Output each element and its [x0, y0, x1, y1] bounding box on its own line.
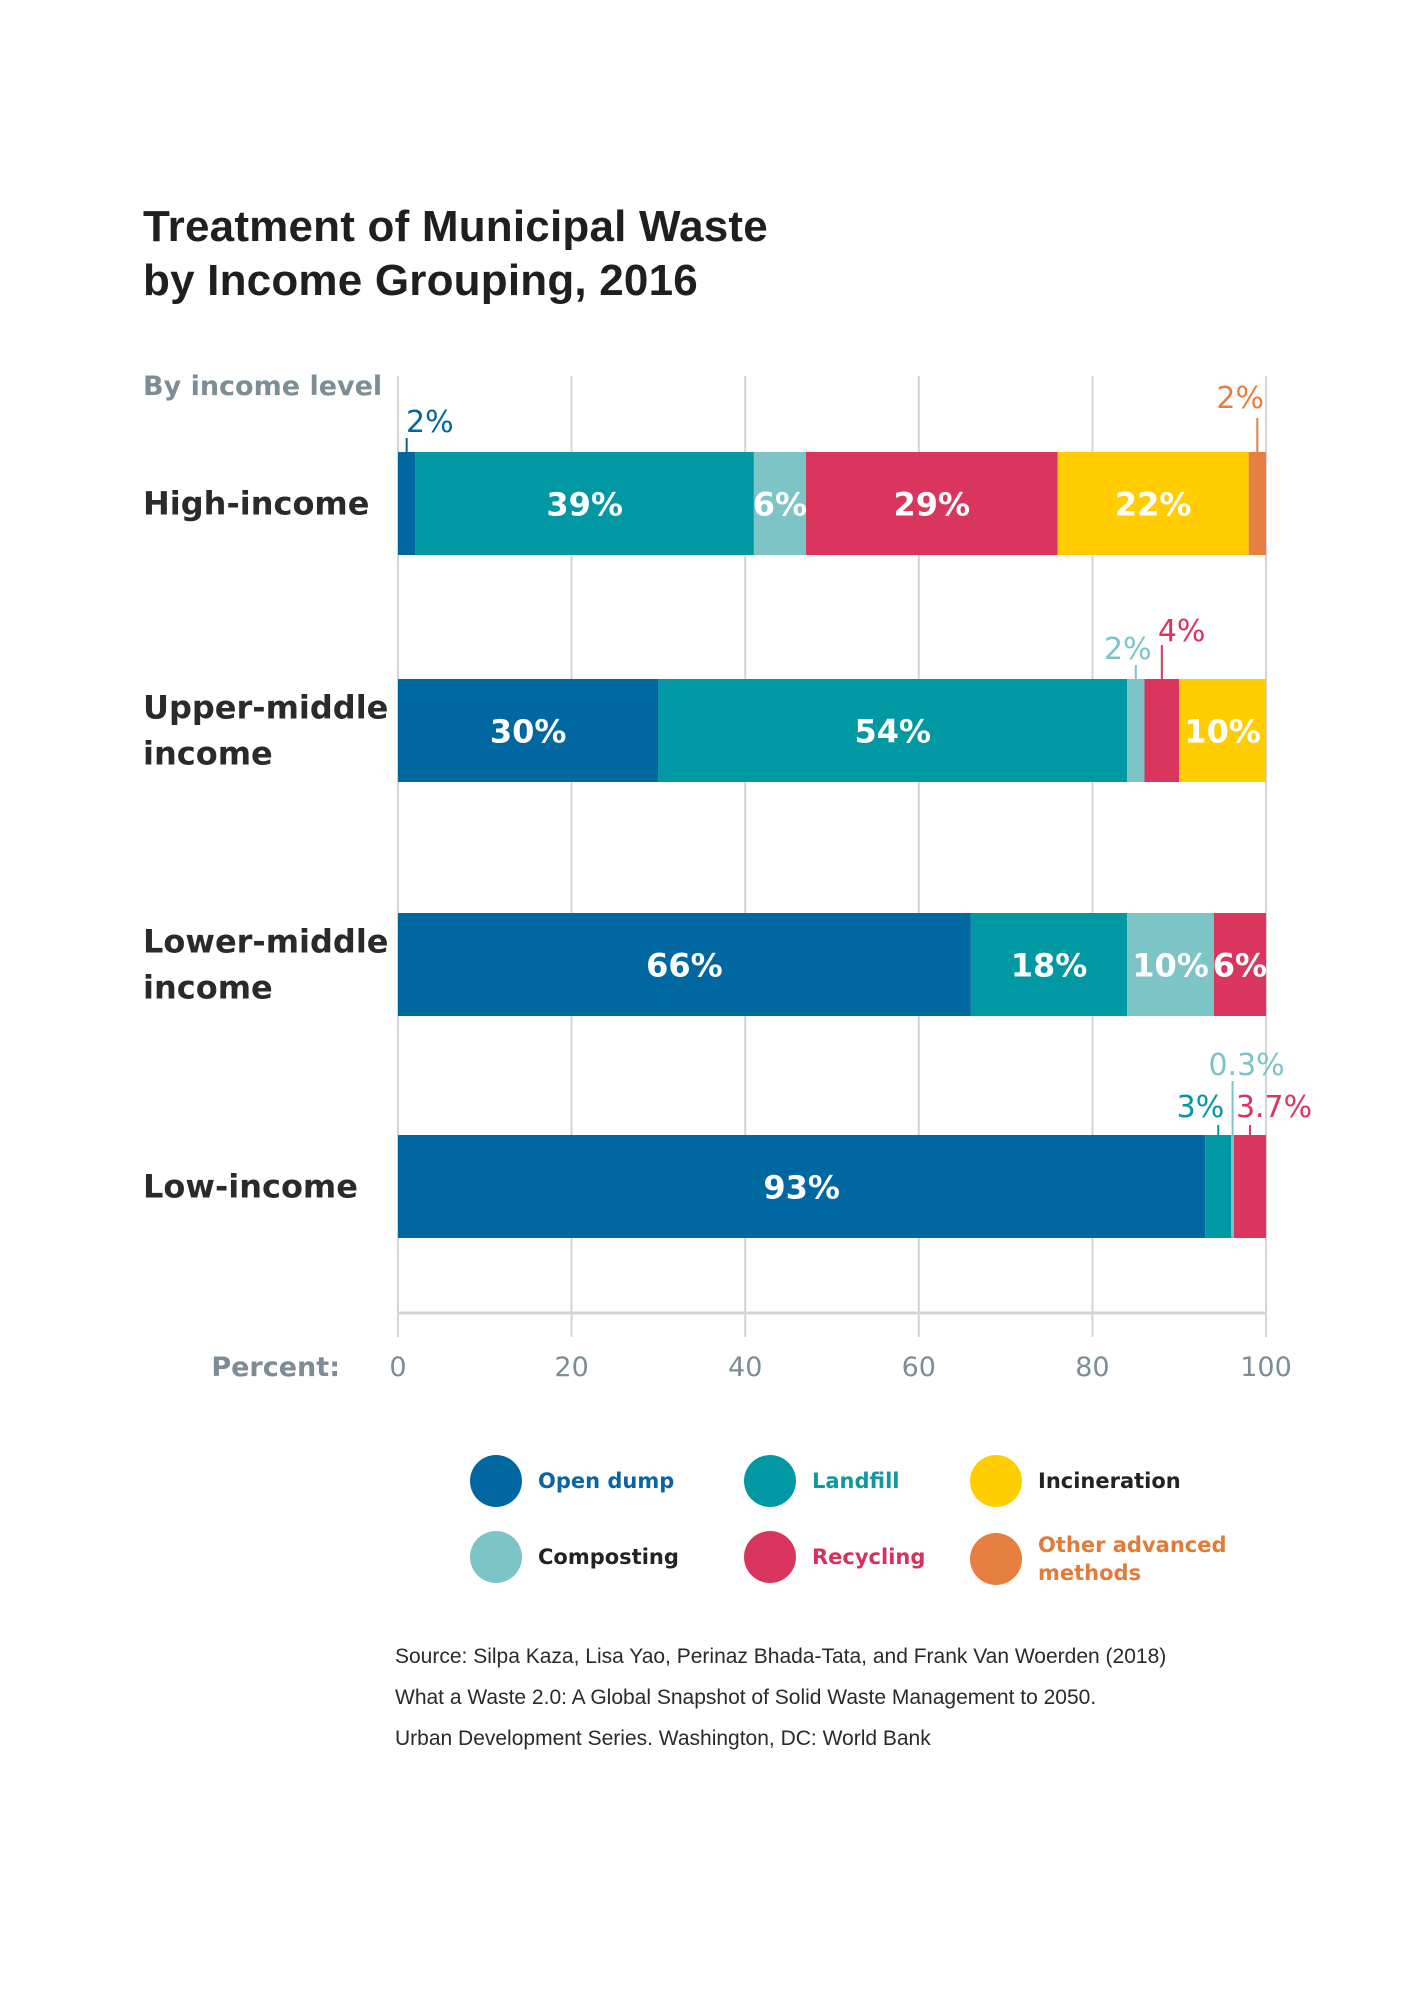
legend-item: Other advanced methods	[970, 1531, 1227, 1587]
legend-label-line: methods	[1038, 1561, 1142, 1585]
segment-label: 22%	[1115, 486, 1192, 524]
segment-label-outside: 2%	[406, 405, 454, 440]
segment-label: 18%	[1011, 947, 1088, 985]
bar-segment-landfill	[658, 679, 1128, 782]
legend-label: Open dump	[538, 1469, 675, 1493]
bar-segment-open_dump	[398, 1135, 1206, 1238]
legend-item: Open dump	[470, 1455, 674, 1507]
bar-segment-incineration	[1179, 679, 1266, 782]
segment-label: 39%	[546, 486, 623, 524]
x-axis: 0 20 40 60 80 100 Percent:	[211, 1311, 1292, 1383]
legend-swatch	[744, 1455, 796, 1507]
segment-label-outside: 2%	[1216, 381, 1264, 416]
legend-swatch	[470, 1531, 522, 1583]
legend-item: Recycling	[744, 1531, 925, 1583]
bar-segment-recycling	[1233, 1135, 1266, 1238]
x-tick-label-100: 100	[1240, 1352, 1292, 1383]
x-tick-label-0: 0	[389, 1352, 406, 1383]
segment-label-outside: 3.7%	[1236, 1090, 1312, 1125]
chart-title: Treatment of Municipal Waste by Income G…	[143, 200, 768, 308]
bar-segment-composting	[753, 452, 806, 555]
source-line-1: Source: Silpa Kaza, Lisa Yao, Perinaz Bh…	[395, 1645, 1167, 1668]
bar-segment-composting	[1127, 913, 1214, 1016]
bar-segment-landfill	[415, 452, 754, 555]
chart-title-line2: by Income Grouping, 2016	[143, 256, 698, 305]
category-label: Upper-middle	[143, 689, 388, 727]
source-note: Source: Silpa Kaza, Lisa Yao, Perinaz Bh…	[395, 1636, 1166, 1759]
x-tick-label-40: 40	[728, 1352, 762, 1383]
category-labels: By income level High-income Upper-middle in…	[143, 371, 389, 1206]
legend-label: Recycling	[812, 1545, 926, 1569]
stacked-bar-chart: 2%39% 6% 29% 22%2%30% 54%2%4%10%66% 18% 10% 6%9…	[143, 371, 1312, 1383]
legend-label: Other advanced methods	[1038, 1531, 1227, 1587]
legend-item: Incineration	[970, 1455, 1181, 1507]
segment-label: 66%	[646, 947, 723, 985]
bar-segment-recycling	[1144, 679, 1180, 782]
segment-label-outside: 2%	[1104, 632, 1152, 667]
category-label: High-income	[143, 485, 369, 523]
segment-label: 6%	[753, 486, 807, 524]
legend-swatch	[970, 1455, 1022, 1507]
legend-swatch	[744, 1531, 796, 1583]
category-label: income	[143, 969, 273, 1007]
segment-label-outside: 4%	[1158, 614, 1206, 649]
bar-segment-open_dump	[398, 679, 659, 782]
legend-item: Landfill	[744, 1455, 900, 1507]
segment-labels: 2%39% 6% 29% 22%2%30% 54%2%4%10%66% 18% 10% 6%9…	[405, 381, 1312, 1207]
x-tick-label-20: 20	[554, 1352, 588, 1383]
chart-title-line1: Treatment of Municipal Waste	[143, 202, 768, 251]
category-label: Low-income	[143, 1168, 358, 1206]
segment-label: 30%	[490, 713, 567, 751]
legend-label: Incineration	[1038, 1469, 1181, 1493]
bar-segment-composting	[1231, 1135, 1234, 1238]
bars	[398, 452, 1266, 1238]
source-line-2: What a Waste 2.0: A Global Snapshot of S…	[395, 1686, 1097, 1709]
bar-segment-recycling	[1213, 913, 1266, 1016]
segment-label: 10%	[1184, 713, 1261, 751]
legend-item: Composting	[470, 1531, 679, 1583]
legend-label: Landfill	[812, 1469, 900, 1493]
source-line-3: Urban Development Series. Washington, DC…	[395, 1727, 931, 1750]
segment-label: 93%	[763, 1169, 840, 1207]
legend-swatch	[970, 1533, 1022, 1585]
bar-segment-incineration	[1057, 452, 1249, 555]
bar-segment-recycling	[805, 452, 1058, 555]
category-label: Lower-middle	[143, 923, 389, 961]
legend-label: Composting	[538, 1545, 679, 1569]
x-axis-label: Percent:	[211, 1352, 340, 1383]
segment-label: 6%	[1213, 947, 1267, 985]
bar-segment-composting	[1127, 679, 1145, 782]
y-axis-label: By income level	[143, 371, 382, 402]
legend-label-line: Other advanced	[1038, 1533, 1227, 1557]
legend: Open dump Landfill Incineration Composting R…	[470, 1455, 1250, 1605]
bar-segment-open_dump	[398, 913, 971, 1016]
x-tick-label-80: 80	[1075, 1352, 1109, 1383]
segment-label: 54%	[854, 713, 931, 751]
segment-label-outside: 3%	[1177, 1090, 1225, 1125]
legend-swatch	[470, 1455, 522, 1507]
segment-label-outside: 0.3%	[1208, 1048, 1284, 1083]
x-tick-label-60: 60	[902, 1352, 936, 1383]
bar-segment-other	[1248, 452, 1266, 555]
bar-segment-landfill	[970, 913, 1128, 1016]
segment-label: 10%	[1132, 947, 1209, 985]
segment-label: 29%	[894, 486, 971, 524]
bar-segment-open_dump	[398, 452, 416, 555]
bar-segment-landfill	[1205, 1135, 1232, 1238]
category-label: income	[143, 735, 273, 773]
